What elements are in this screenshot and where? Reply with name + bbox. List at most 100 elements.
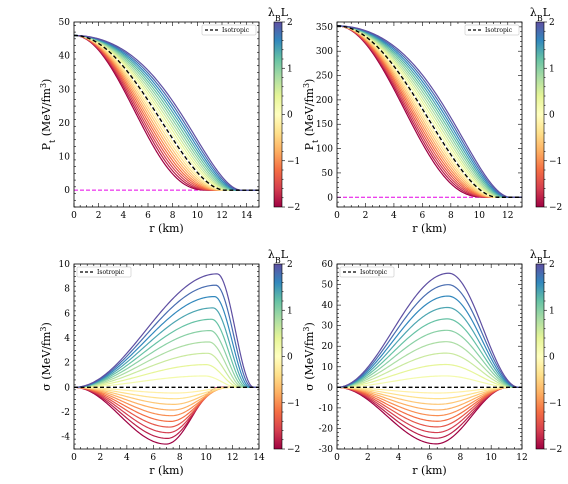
colorbar-tick-label: 0 xyxy=(549,353,555,363)
x-tick-label: 0 xyxy=(71,453,77,463)
x-tick-label: 8 xyxy=(170,211,176,221)
y-tick-label: -4 xyxy=(61,433,70,443)
x-tick-label: 0 xyxy=(334,211,340,221)
y-tick-label: 350 xyxy=(316,23,333,33)
colorbar-tick-label: −2 xyxy=(287,203,300,213)
x-tick-label: 6 xyxy=(427,453,433,463)
series-line-lambda-13 xyxy=(337,25,522,198)
x-tick-label: 4 xyxy=(120,211,126,221)
y-axis-label: Pt (MeV/fm3) xyxy=(39,79,57,151)
axes-frame xyxy=(336,21,523,208)
colorbar-tick-label: 2 xyxy=(287,260,293,270)
series-line-lambda-14 xyxy=(337,329,522,388)
x-tick-label: 10 xyxy=(200,453,212,463)
colorbar-tick-label: 2 xyxy=(549,18,555,28)
legend: Isotropic xyxy=(201,24,257,36)
y-axis-label: σ (MeV/fm3) xyxy=(39,322,54,391)
y-tick-label: 200 xyxy=(316,96,333,106)
series-line-lambda-19 xyxy=(337,25,522,198)
colorbar-tick-label: −2 xyxy=(549,445,562,455)
y-tick-label: 10 xyxy=(59,260,71,270)
colorbar-tick-label: 1 xyxy=(287,64,293,74)
x-tick-label: 14 xyxy=(253,453,265,463)
legend-label: Isotropic xyxy=(222,27,250,34)
legend-label: Isotropic xyxy=(360,269,388,276)
series-line-lambda-11 xyxy=(337,363,522,388)
x-tick-label: 4 xyxy=(396,453,402,463)
legend-label: Isotropic xyxy=(97,269,125,276)
series-line-lambda-12 xyxy=(337,25,522,198)
colorbar-tick-label: −1 xyxy=(549,157,562,167)
y-axis-label: σ (MeV/fm3) xyxy=(302,322,317,391)
series-line-lambda-5 xyxy=(337,386,522,417)
series-line-lambda-1 xyxy=(337,386,522,439)
series-line-lambda-19 xyxy=(337,272,522,388)
y-axis-label: Pt (MeV/fm3) xyxy=(302,79,320,151)
x-tick-label: 10 xyxy=(485,453,497,463)
series-line-lambda-6 xyxy=(337,386,522,411)
series-line-lambda-8 xyxy=(337,386,522,400)
series-line-lambda-0 xyxy=(337,25,522,198)
y-tick-label: 300 xyxy=(316,47,333,57)
y-tick-label: 0 xyxy=(327,383,333,393)
series-line-lambda-5 xyxy=(337,25,522,198)
series-line-lambda-9 xyxy=(74,386,259,394)
y-tick-label: 50 xyxy=(59,18,71,28)
x-tick-label: 8 xyxy=(457,453,463,463)
legend-label: Isotropic xyxy=(485,27,513,34)
x-tick-label: 14 xyxy=(241,211,253,221)
colorbar-gradient xyxy=(273,21,283,208)
y-tick-label: 0 xyxy=(64,383,70,393)
series-line-lambda-11 xyxy=(337,25,522,198)
series-line-lambda-12 xyxy=(74,352,259,388)
y-tick-label: 60 xyxy=(322,260,334,270)
series-line-lambda-18 xyxy=(74,284,259,388)
series-line-lambda-7 xyxy=(74,386,259,405)
colorbar-label: λBL xyxy=(268,6,289,23)
colorbar-gradient xyxy=(273,263,283,450)
series-line-lambda-19 xyxy=(74,273,259,388)
colorbar-tick-label: 1 xyxy=(287,306,293,316)
series-line-lambda-14 xyxy=(74,330,259,388)
series-line-lambda-13 xyxy=(337,341,522,388)
series-line-lambda-9 xyxy=(337,25,522,198)
x-tick-label: 2 xyxy=(96,211,102,221)
x-tick-label: 6 xyxy=(150,453,156,463)
curves xyxy=(74,273,259,445)
y-tick-label: 4 xyxy=(64,334,70,344)
colorbar-gradient xyxy=(535,263,545,450)
series-line-lambda-16 xyxy=(337,306,522,388)
x-tick-label: 2 xyxy=(98,453,104,463)
y-tick-label: 20 xyxy=(322,342,334,352)
x-tick-label: 2 xyxy=(363,211,369,221)
x-tick-label: 0 xyxy=(71,211,77,221)
series-line-lambda-7 xyxy=(337,386,522,405)
x-tick-label: 4 xyxy=(391,211,397,221)
series-line-lambda-13 xyxy=(74,341,259,388)
y-tick-label: 8 xyxy=(64,285,70,295)
colorbar-tick-label: −1 xyxy=(549,399,562,409)
y-tick-label: 10 xyxy=(59,153,71,163)
series-line-lambda-4 xyxy=(337,386,522,422)
curves xyxy=(337,272,522,445)
series-line-lambda-18 xyxy=(337,284,522,388)
y-tick-label: 150 xyxy=(316,120,333,130)
series-line-lambda-19 xyxy=(74,34,259,191)
y-tick-label: 50 xyxy=(322,169,334,179)
series-line-lambda-17 xyxy=(74,295,259,388)
curves xyxy=(337,25,522,198)
colorbar-tick-label: 0 xyxy=(549,111,555,121)
x-tick-label: 6 xyxy=(145,211,151,221)
x-tick-label: 8 xyxy=(448,211,454,221)
x-tick-label: 2 xyxy=(365,453,371,463)
colorbar-tick-label: −2 xyxy=(549,203,562,213)
series-line-lambda-6 xyxy=(337,25,522,198)
x-tick-label: 12 xyxy=(227,453,238,463)
series-line-lambda-5 xyxy=(74,386,259,417)
series-line-lambda-10 xyxy=(74,375,259,388)
